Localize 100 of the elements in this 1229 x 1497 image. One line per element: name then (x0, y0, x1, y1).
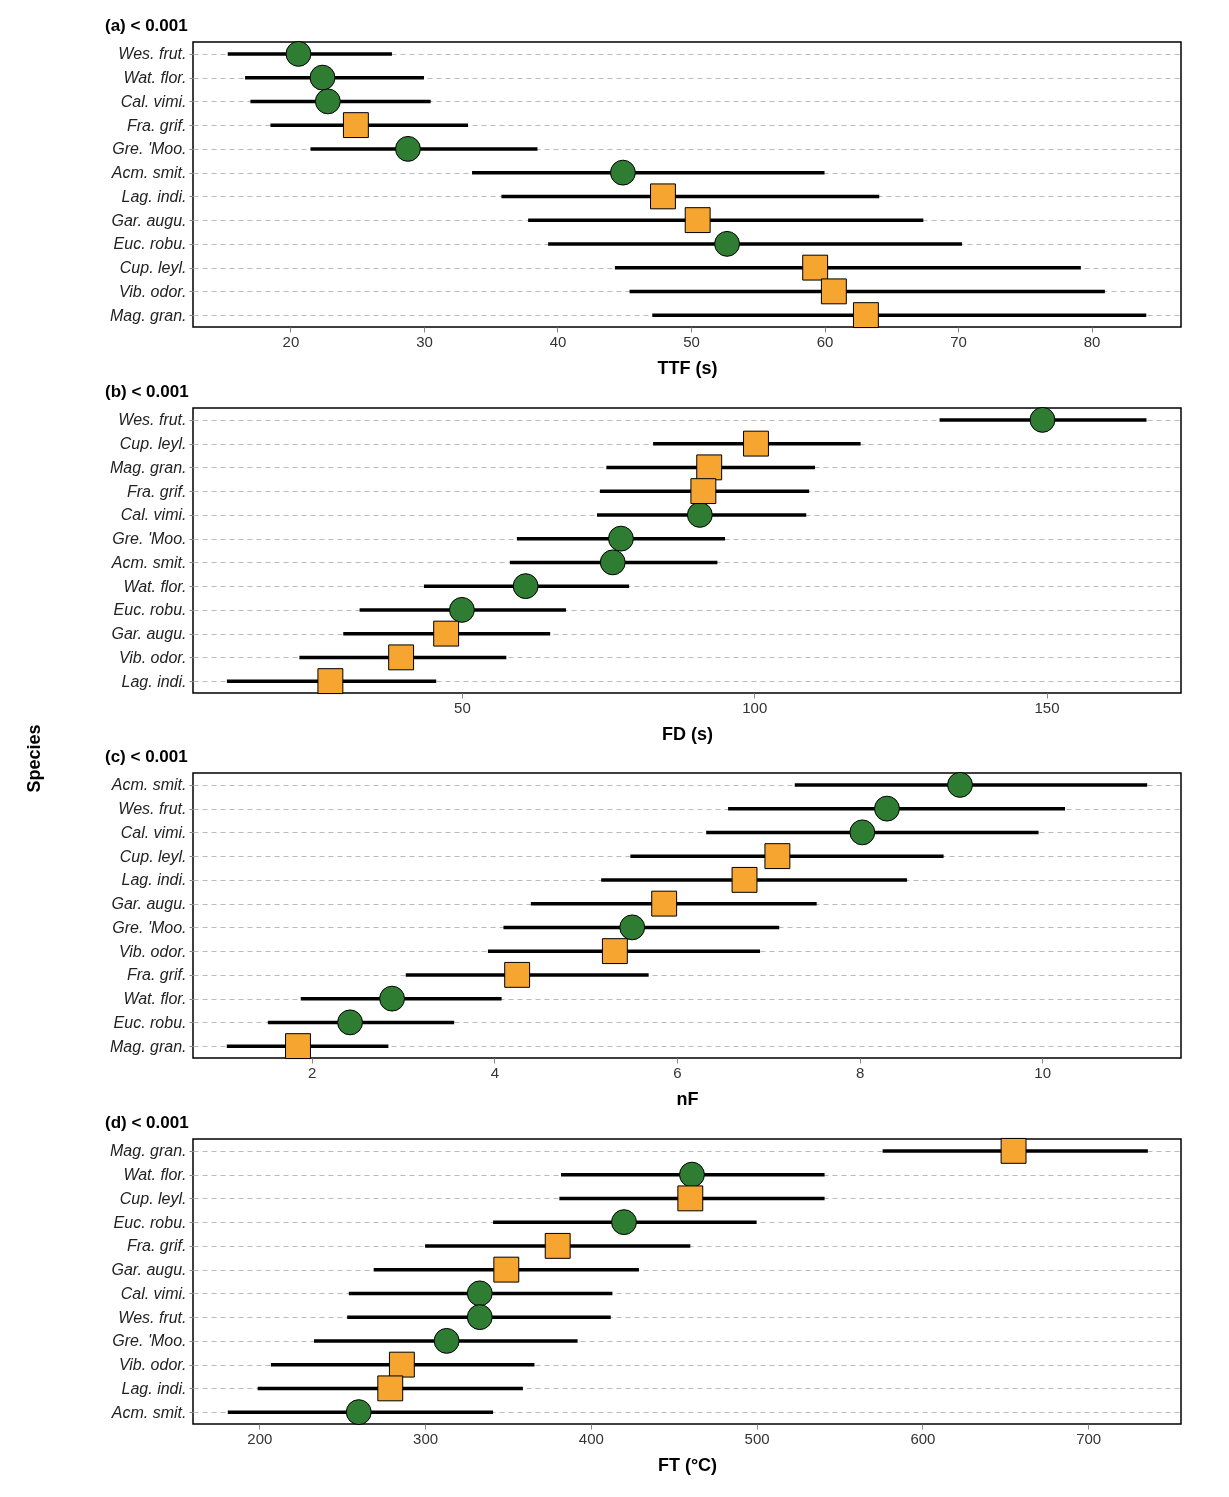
y-tick-label: Fra. grif. (126, 482, 187, 500)
point (651, 890, 678, 917)
y-tick-label: Euc. robu. (113, 1013, 187, 1031)
y-tick-label: Vib. odor. (118, 1356, 187, 1374)
point (677, 1185, 704, 1212)
y-tick-label: Cal. vimi. (120, 823, 187, 841)
x-tick-label: 20 (282, 332, 300, 350)
point (609, 159, 636, 186)
x-axis-title: FD (s) (662, 723, 713, 744)
y-tick-label: Cup. leyl. (119, 1189, 187, 1207)
x-axis-title: nF (676, 1088, 699, 1109)
point (544, 1232, 571, 1259)
point (947, 771, 973, 798)
point (342, 112, 369, 139)
point (388, 1351, 415, 1378)
point (874, 795, 900, 822)
point (345, 1399, 372, 1426)
point (849, 819, 876, 846)
y-tick-label: Wat. flor. (123, 1166, 187, 1184)
y-tick-label: Lag. indi. (121, 871, 187, 889)
x-tick-label: 8 (855, 1063, 865, 1081)
y-tick-label: Wat. flor. (123, 577, 187, 595)
x-axis-title: FT (°C) (657, 1454, 718, 1475)
point (337, 1009, 364, 1036)
point (504, 961, 531, 988)
x-tick-label: 70 (950, 332, 967, 350)
y-tick-label: Acm. smit. (110, 553, 187, 571)
chart-title: (b) < 0.001 (105, 382, 189, 402)
point (601, 938, 628, 965)
y-tick-label: Cup. leyl. (119, 847, 187, 865)
y-tick-label: Acm. smit. (110, 164, 187, 182)
x-tick-label: 700 (1076, 1429, 1102, 1447)
x-tick-label: 600 (910, 1429, 936, 1447)
x-tick-label: 300 (413, 1429, 439, 1447)
point (690, 478, 717, 505)
point (714, 230, 740, 257)
x-tick-label: 6 (673, 1063, 682, 1081)
point (377, 1375, 404, 1402)
point (309, 64, 336, 91)
point (388, 644, 415, 671)
point (686, 501, 713, 528)
point (1000, 1137, 1027, 1164)
y-tick-label: Cal. vimi. (120, 92, 187, 110)
y-tick-label: Wat. flor. (123, 69, 187, 87)
y-axis-title: Species (23, 724, 44, 793)
point (611, 1209, 637, 1236)
point (317, 668, 344, 695)
x-tick-label: 50 (683, 332, 700, 350)
chart-title: (c) < 0.001 (105, 747, 188, 767)
point (607, 525, 634, 552)
point (1029, 406, 1056, 433)
y-tick-label: Fra. grif. (126, 116, 187, 134)
x-tick-label: 60 (816, 332, 834, 350)
y-tick-label: Gar. augu. (111, 625, 187, 643)
x-tick-label: 30 (416, 332, 433, 350)
point (679, 1161, 705, 1188)
chart-title: (a) < 0.001 (105, 16, 188, 36)
x-tick-label: 500 (744, 1429, 770, 1447)
y-tick-label: Gar. augu. (111, 211, 187, 229)
point (285, 40, 312, 67)
y-tick-label: Gre. 'Moo. (112, 918, 187, 936)
y-tick-label: Acm. smit. (110, 1403, 187, 1421)
y-tick-label: Gre. 'Moo. (112, 530, 187, 548)
y-tick-label: Fra. grif. (126, 1237, 187, 1255)
x-tick-label: 80 (1083, 332, 1101, 350)
y-tick-label: Acm. smit. (110, 776, 187, 794)
point (466, 1280, 493, 1307)
x-tick-label: 150 (1034, 698, 1060, 716)
point (820, 278, 847, 305)
point (466, 1304, 493, 1331)
point (493, 1256, 520, 1283)
y-tick-label: Cup. leyl. (119, 435, 187, 453)
point (285, 1033, 311, 1060)
x-tick-label: 40 (549, 332, 567, 350)
y-tick-label: Gar. augu. (111, 895, 187, 913)
point (379, 985, 406, 1012)
y-tick-label: Wes. frut. (118, 800, 187, 818)
y-tick-label: Euc. robu. (113, 1213, 187, 1231)
y-tick-label: Wes. frut. (118, 1308, 187, 1326)
point (731, 866, 758, 893)
point (743, 430, 769, 457)
y-tick-label: Mag. gran. (110, 1037, 187, 1055)
point (764, 843, 791, 870)
chart-title: (d) < 0.001 (105, 1113, 189, 1133)
point (650, 183, 676, 210)
point (684, 207, 711, 234)
y-tick-label: Vib. odor. (118, 282, 187, 300)
point (852, 302, 879, 329)
y-tick-label: Vib. odor. (118, 942, 187, 960)
x-axis-title: TTF (s) (657, 357, 718, 378)
x-tick-label: 200 (247, 1429, 273, 1447)
y-tick-label: Euc. robu. (113, 601, 187, 619)
point (433, 1327, 460, 1354)
point (314, 88, 341, 115)
y-tick-label: Mag. gran. (110, 306, 187, 324)
y-tick-label: Cal. vimi. (120, 506, 187, 524)
y-tick-label: Mag. gran. (110, 458, 187, 476)
y-tick-label: Lag. indi. (121, 187, 187, 205)
point (395, 135, 421, 162)
point (433, 620, 460, 647)
